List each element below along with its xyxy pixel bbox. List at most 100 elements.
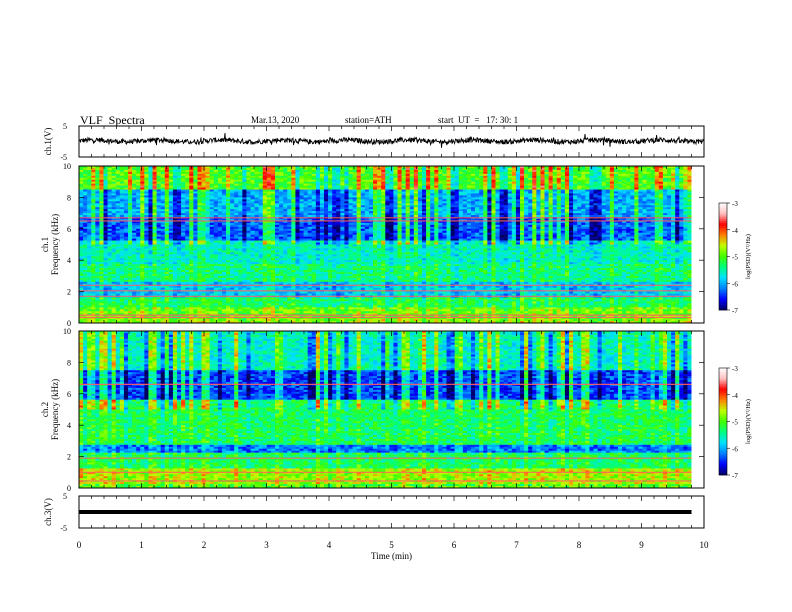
spectrogram-cell xyxy=(230,195,235,198)
spectrogram-cell xyxy=(226,171,231,175)
spectrogram-cell xyxy=(103,205,108,208)
spectrogram-cell xyxy=(266,187,272,190)
spectrogram-cell xyxy=(540,199,545,202)
spectrogram-cell xyxy=(560,195,566,198)
spectrogram-cell xyxy=(515,191,521,194)
spectrogram-cell xyxy=(87,171,92,175)
spectrogram-cell xyxy=(279,183,284,186)
spectrogram-cell xyxy=(234,228,239,232)
spectrogram-cell xyxy=(193,218,198,222)
spectrogram-cell xyxy=(618,181,623,184)
spectrogram-cell xyxy=(181,205,186,208)
spectrogram-cell xyxy=(315,218,321,222)
spectrogram-cell xyxy=(613,173,619,177)
spectrogram-cell xyxy=(581,183,586,186)
spectrogram-cell xyxy=(299,218,304,222)
spectrogram-cell xyxy=(491,201,496,204)
spectrogram-cell xyxy=(434,171,439,175)
spectrogram-cell xyxy=(299,173,304,177)
spectrogram-cell xyxy=(128,169,133,173)
spectrogram-cell xyxy=(573,193,578,196)
spectrogram-cell xyxy=(119,169,125,173)
spectrogram-cell xyxy=(675,226,680,230)
spectrogram-cell xyxy=(405,179,411,182)
spectrogram-cell xyxy=(483,193,488,196)
spectrogram-cell xyxy=(79,228,84,232)
spectrogram-cell xyxy=(303,171,308,175)
spectrogram-cell xyxy=(585,171,590,175)
spectrogram-cell xyxy=(242,179,247,182)
spectrogram-cell xyxy=(503,218,509,222)
spectrogram-cell xyxy=(364,222,370,226)
spectrogram-cell xyxy=(630,205,635,208)
spectrogram-cell xyxy=(422,167,427,171)
spectrogram-cell xyxy=(536,166,541,169)
spectrogram-cell xyxy=(99,222,104,226)
spectrogram-cell xyxy=(136,187,141,190)
spectrogram-cell xyxy=(185,209,190,212)
spectrogram-cell xyxy=(303,205,308,208)
spectrogram-cell xyxy=(381,185,386,188)
spectrogram-cell xyxy=(111,171,117,175)
spectrogram-cell xyxy=(328,207,333,210)
spectrogram-cell xyxy=(426,209,431,212)
spectrogram-cell xyxy=(679,205,684,208)
spectrogram-cell xyxy=(311,228,317,232)
spectrogram-cell xyxy=(377,226,382,230)
spectrogram-cell xyxy=(213,203,219,206)
spectrogram-cell xyxy=(356,171,362,175)
spectrogram-cell xyxy=(609,201,615,204)
spectrogram-cell xyxy=(626,187,631,190)
spectrogram-cell xyxy=(230,211,235,214)
spectrogram-cell xyxy=(466,222,472,226)
spectrogram-cell xyxy=(275,199,280,202)
spectrogram-cell xyxy=(332,224,337,228)
spectrogram-cell xyxy=(654,191,660,194)
spectrogram-cell xyxy=(683,197,688,200)
spectrogram-cell xyxy=(597,166,602,169)
spectrogram-cell xyxy=(658,193,664,196)
spectrogram-cell xyxy=(483,203,488,206)
spectrogram-cell xyxy=(577,171,582,175)
spectrogram-cell xyxy=(671,199,676,202)
spectrogram-cell xyxy=(148,222,153,226)
spectrogram-cell xyxy=(671,183,676,186)
spectrogram-cell xyxy=(123,228,129,232)
spectrogram-cell xyxy=(613,167,619,171)
spectrogram-cell xyxy=(536,205,541,208)
spectrogram-cell xyxy=(462,199,468,202)
spectrogram-cell xyxy=(667,177,672,181)
spectrogram-cell xyxy=(148,203,153,206)
spectrogram-cell xyxy=(405,166,411,169)
spectrogram-cell xyxy=(221,179,227,182)
spectrogram-cell xyxy=(417,171,423,175)
spectrogram-cell xyxy=(270,191,276,194)
spectrogram-cell xyxy=(385,189,390,192)
spectrogram-cell xyxy=(381,177,386,181)
spectrogram-cell xyxy=(152,224,157,228)
spectrogram-cell xyxy=(95,211,100,214)
spectrogram-cell xyxy=(258,220,264,224)
spectrogram-cell xyxy=(221,173,227,177)
spectrogram-cell xyxy=(609,177,615,181)
spectrogram-cell xyxy=(466,224,472,228)
spectrogram-cell xyxy=(299,166,304,169)
spectrogram-cell xyxy=(438,207,443,210)
spectrogram-cell xyxy=(622,224,627,228)
spectrogram-cell xyxy=(185,222,190,226)
spectrogram-cell xyxy=(564,185,570,188)
spectrogram-cell xyxy=(373,220,378,224)
spectrogram-cell xyxy=(613,183,619,186)
spectrogram-cell xyxy=(577,222,582,226)
spectrogram-cell xyxy=(569,171,574,175)
spectrogram-cell xyxy=(556,205,562,208)
spectrogram-cell xyxy=(311,218,317,222)
spectrogram-cell xyxy=(201,224,206,228)
spectrogram-cell xyxy=(589,193,594,196)
spectrogram-cell xyxy=(185,183,190,186)
spectrogram-cell xyxy=(283,181,288,184)
spectrogram-cell xyxy=(667,209,672,212)
spectrogram-cell xyxy=(650,171,656,175)
spectrogram-cell xyxy=(123,195,129,198)
spectrogram-cell xyxy=(417,195,423,198)
